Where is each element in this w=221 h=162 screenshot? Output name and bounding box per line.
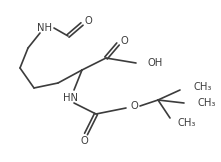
Text: OH: OH bbox=[147, 58, 162, 68]
Text: CH₃: CH₃ bbox=[178, 118, 196, 128]
Text: O: O bbox=[80, 136, 88, 146]
Text: CH₃: CH₃ bbox=[197, 98, 215, 108]
Text: CH₃: CH₃ bbox=[193, 82, 211, 92]
Text: O: O bbox=[130, 101, 138, 111]
Text: O: O bbox=[84, 16, 92, 26]
Text: O: O bbox=[120, 36, 128, 46]
Text: NH: NH bbox=[36, 23, 51, 33]
Text: HN: HN bbox=[63, 93, 78, 103]
